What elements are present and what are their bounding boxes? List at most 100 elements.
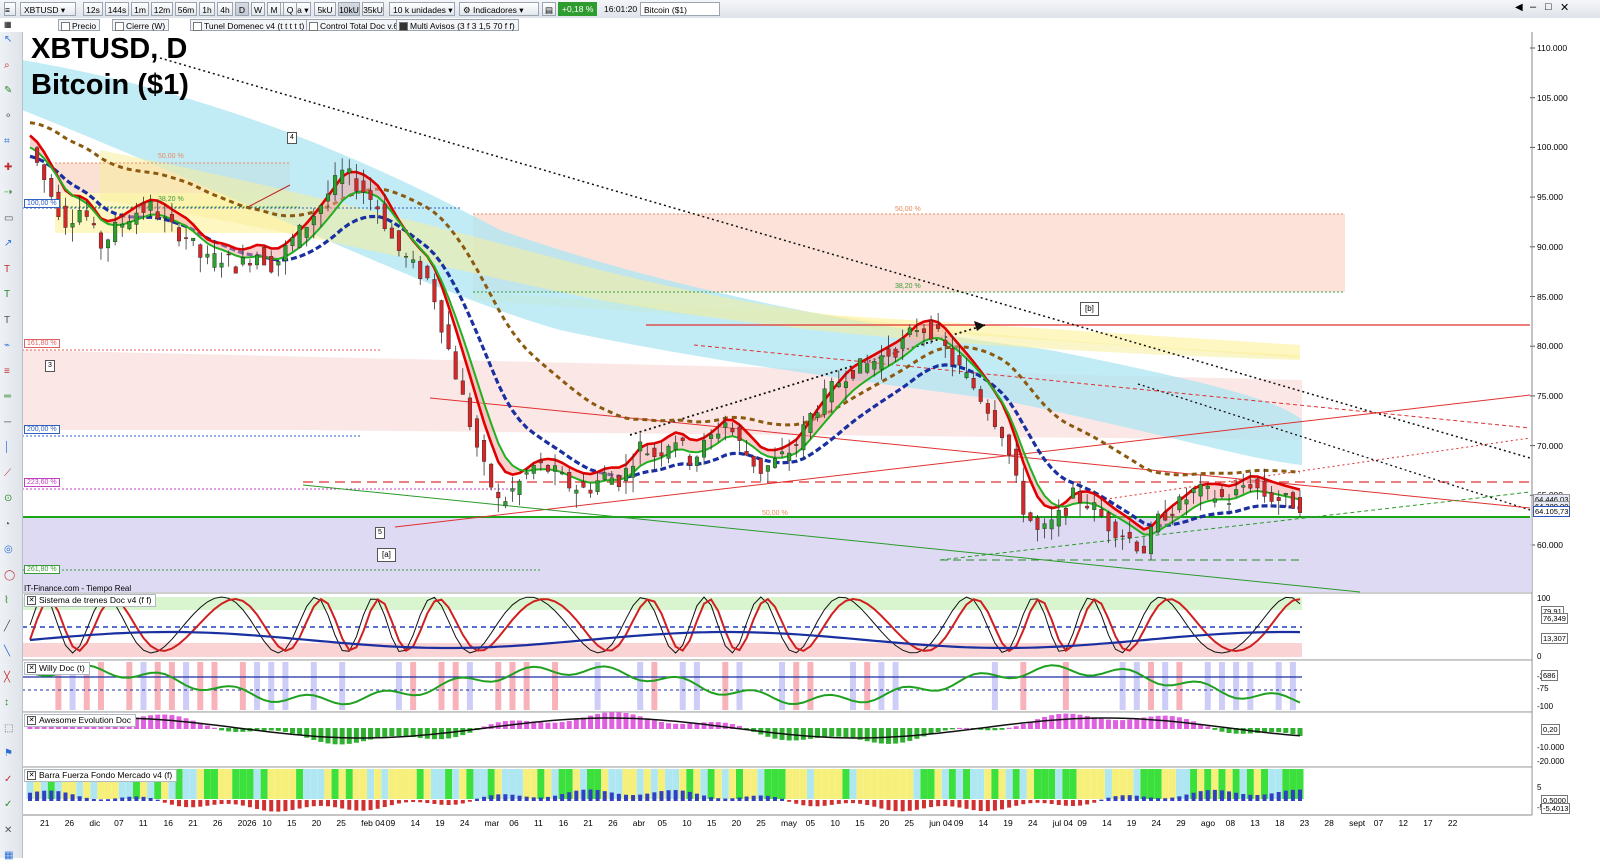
tool-icon-7[interactable]: ▭ — [4, 212, 14, 224]
timeframe-12m[interactable]: 12m — [151, 2, 173, 16]
indicator-toggle-4[interactable]: Multi Avisos (3 f 3 1,5 70 f f) — [396, 19, 519, 31]
tool-icon-10[interactable]: T — [4, 289, 11, 300]
indicators-button[interactable]: ⚙ Indicadores ▾ — [459, 2, 539, 16]
minimize-icon[interactable]: – — [1530, 1, 1537, 13]
panel-label-barra[interactable]: ✕ Barra Fuerza Fondo Mercado v4 (f) — [24, 769, 178, 782]
tool-icon-6[interactable]: ⇢ — [4, 187, 13, 198]
tool-icon-19[interactable]: ◔ — [4, 518, 11, 530]
tool-icon-12[interactable]: ⌁ — [4, 340, 11, 351]
barra-bar — [737, 797, 742, 801]
tool-icon-31[interactable]: ✕ — [4, 824, 13, 836]
close-panel-icon[interactable]: ✕ — [27, 596, 36, 605]
barra-bg — [147, 769, 155, 799]
unit-5kU[interactable]: 5kU — [314, 2, 336, 16]
checkbox[interactable] — [399, 22, 408, 31]
tool-icon-22[interactable]: ⌇ — [4, 595, 9, 606]
tool-icon-21[interactable]: ◯ — [4, 569, 16, 581]
candle-body — [723, 422, 728, 428]
awesome-bar — [744, 728, 750, 730]
awesome-bar — [843, 728, 849, 738]
close-panel-icon[interactable]: ✕ — [27, 771, 36, 780]
barra-bg — [579, 769, 587, 799]
timeframe-4h[interactable]: 4h — [217, 2, 233, 16]
tool-icon-25[interactable]: ╳ — [4, 671, 11, 683]
timeframe-144s[interactable]: 144s — [105, 2, 129, 16]
awesome-bar — [914, 728, 920, 739]
tool-icon-29[interactable]: ✓ — [4, 773, 13, 785]
timeframe-1h[interactable]: 1h — [199, 2, 215, 16]
tool-icon-3[interactable]: ⚬ — [4, 110, 13, 122]
awesome-bar — [1027, 721, 1033, 729]
time-tick-label: 20 — [311, 818, 322, 828]
tool-icon-4[interactable]: ⌗ — [4, 136, 10, 147]
tool-icon-28[interactable]: ⚑ — [4, 748, 13, 759]
tool-icon-24[interactable]: ╲ — [4, 646, 11, 657]
indicator-toggle-2[interactable]: Tunel Domenec v4 (t t t t t) — [190, 19, 309, 31]
panel-label-awesome[interactable]: ✕ Awesome Evolution Doc — [24, 714, 136, 727]
checkbox[interactable] — [61, 22, 70, 31]
barra-bg — [963, 769, 971, 799]
maximize-icon[interactable]: □ — [1545, 1, 1552, 13]
tool-icon-1[interactable]: ⌕ — [4, 59, 10, 71]
settings-icon[interactable]: ▤ — [542, 2, 556, 16]
quantity-selector[interactable]: 10 k unidades ▾ — [389, 2, 455, 16]
awesome-bar — [1105, 719, 1111, 729]
timeframe-Q[interactable]: Q — [283, 2, 297, 16]
tool-icon-14[interactable]: ═ — [4, 391, 12, 402]
tool-icon-17[interactable]: ⟋ — [4, 467, 11, 479]
close-panel-icon[interactable]: ✕ — [27, 716, 36, 725]
tool-icon-2[interactable]: ✎ — [4, 85, 13, 96]
tool-icon-23[interactable]: ╱ — [4, 620, 11, 632]
barra-bar — [1276, 792, 1281, 801]
timeframe-12s[interactable]: 12s — [83, 2, 103, 16]
price-tick-label: 75.000 — [1537, 390, 1563, 401]
tool-icon-15[interactable]: ─ — [4, 416, 12, 428]
tool-icon-20[interactable]: ◎ — [4, 544, 13, 555]
instrument-field[interactable]: Bitcoin ($1) — [640, 2, 720, 16]
awesome-bar — [985, 728, 991, 731]
indicator-toggle-1[interactable]: Cierre (W) — [112, 19, 170, 31]
unit-10kU[interactable]: 10kU — [338, 2, 360, 16]
tool-icon-30[interactable]: ✓ — [4, 799, 13, 810]
tool-icon-13[interactable]: ≡ — [4, 365, 10, 377]
timeframe-D[interactable]: D — [235, 2, 249, 16]
symbol-selector[interactable]: XBTUSD ▾ — [20, 2, 76, 16]
indicator-toggle-0[interactable]: Precio — [58, 19, 101, 31]
panel-label-willy[interactable]: ✕ Willy Doc (t) — [24, 662, 90, 675]
tool-icon-16[interactable]: │ — [4, 442, 11, 453]
tool-icon-18[interactable]: ⊙ — [4, 493, 13, 504]
barra-bar — [418, 800, 423, 803]
close-icon[interactable]: ✕ — [1560, 2, 1570, 14]
timeframe-W[interactable]: W — [251, 2, 265, 16]
checkbox[interactable] — [309, 22, 318, 31]
tool-icon-5[interactable]: ✚ — [4, 161, 13, 173]
checkbox[interactable] — [193, 22, 202, 31]
panel-label-trenes[interactable]: ✕ Sistema de trenes Doc v4 (f f) — [24, 594, 157, 607]
barra-bg — [40, 769, 48, 799]
tool-icon-32[interactable]: ▦ — [4, 850, 14, 861]
barra-bg — [466, 769, 474, 799]
tool-icon-9[interactable]: T — [4, 263, 11, 275]
back-icon[interactable]: ◀ — [1515, 2, 1523, 13]
unit-35kU[interactable]: 35kU — [362, 2, 384, 16]
tool-icon-0[interactable]: ↖ — [4, 34, 13, 45]
app-menu-icon[interactable]: ≡ — [4, 2, 16, 16]
tool-icon-11[interactable]: T — [4, 314, 11, 326]
barra-bar — [233, 800, 238, 805]
willy-bar — [693, 662, 700, 710]
tool-icon-8[interactable]: ↗ — [4, 238, 13, 249]
close-panel-icon[interactable]: ✕ — [27, 664, 36, 673]
timeframe-56m[interactable]: 56m — [175, 2, 197, 16]
indicator-toggle-3[interactable]: Control Total Doc v.6 — [306, 19, 403, 31]
tool-icon-27[interactable]: ⬚ — [4, 722, 14, 734]
timeframe-1m[interactable]: 1m — [131, 2, 149, 16]
awesome-bar — [1269, 728, 1275, 733]
grid-icon[interactable]: ▦ — [4, 20, 12, 29]
barra-bar — [1290, 789, 1295, 801]
candle-body — [1000, 427, 1005, 439]
checkbox[interactable] — [115, 22, 124, 31]
barra-bar — [1014, 800, 1019, 806]
tool-icon-26[interactable]: ↕ — [4, 697, 9, 708]
timeframe-M[interactable]: M — [267, 2, 281, 16]
